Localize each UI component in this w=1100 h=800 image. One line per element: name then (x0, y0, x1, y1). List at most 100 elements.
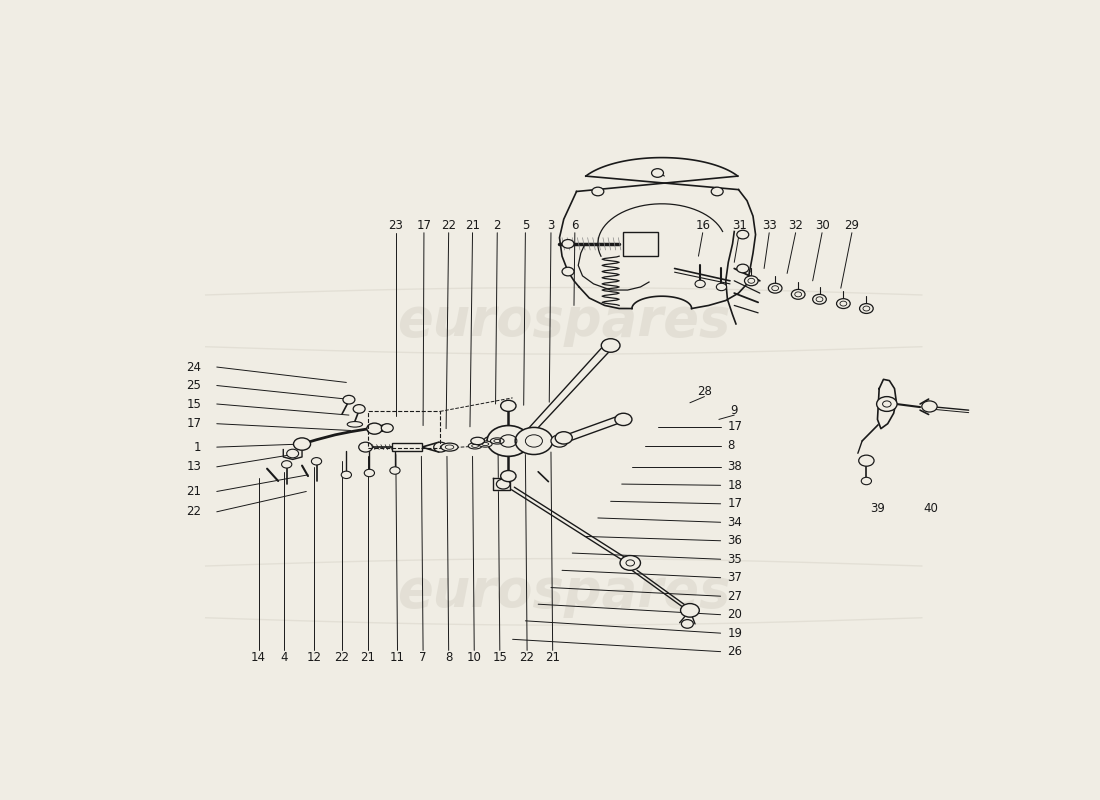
Text: 21: 21 (360, 651, 375, 664)
Text: 22: 22 (519, 651, 535, 664)
Circle shape (592, 187, 604, 196)
Text: 15: 15 (187, 398, 201, 410)
Polygon shape (878, 379, 896, 429)
Text: 6: 6 (571, 219, 579, 232)
Circle shape (562, 239, 574, 248)
Circle shape (861, 478, 871, 485)
Text: 24: 24 (186, 361, 201, 374)
Circle shape (877, 397, 898, 411)
Text: 40: 40 (923, 502, 938, 515)
Circle shape (813, 294, 826, 304)
Text: 32: 32 (789, 219, 803, 232)
Text: 1: 1 (194, 441, 201, 454)
Text: 5: 5 (521, 219, 529, 232)
Text: 8: 8 (727, 439, 735, 452)
Text: 17: 17 (417, 219, 431, 232)
Text: 16: 16 (695, 219, 711, 232)
Text: 7: 7 (419, 651, 427, 664)
Ellipse shape (491, 438, 504, 444)
Circle shape (859, 303, 873, 314)
Circle shape (716, 283, 727, 290)
Text: 35: 35 (727, 553, 742, 566)
Ellipse shape (348, 422, 363, 427)
Polygon shape (493, 478, 510, 490)
Text: 19: 19 (727, 626, 742, 640)
Ellipse shape (441, 443, 458, 451)
Text: eurospares: eurospares (397, 566, 730, 618)
Text: 31: 31 (732, 219, 747, 232)
Circle shape (681, 619, 693, 628)
Circle shape (364, 470, 374, 477)
Circle shape (353, 405, 365, 414)
Circle shape (791, 290, 805, 299)
Text: 14: 14 (251, 651, 266, 664)
Text: 8: 8 (446, 651, 452, 664)
Text: 4: 4 (280, 651, 288, 664)
Text: 11: 11 (390, 651, 405, 664)
Circle shape (602, 338, 620, 352)
Text: 33: 33 (762, 219, 777, 232)
Text: 28: 28 (697, 385, 712, 398)
Circle shape (651, 169, 663, 178)
Text: 30: 30 (815, 219, 829, 232)
Text: 25: 25 (187, 379, 201, 392)
Circle shape (433, 442, 448, 452)
Text: 37: 37 (727, 571, 742, 584)
Circle shape (737, 264, 749, 273)
Circle shape (366, 423, 382, 434)
Text: 17: 17 (186, 418, 201, 430)
Text: 15: 15 (493, 651, 507, 664)
Circle shape (620, 555, 640, 570)
Text: 22: 22 (441, 219, 456, 232)
Circle shape (382, 424, 394, 432)
Circle shape (768, 283, 782, 293)
Circle shape (745, 276, 758, 286)
Text: 17: 17 (727, 420, 742, 434)
Circle shape (294, 438, 310, 450)
Circle shape (922, 401, 937, 412)
Circle shape (556, 432, 572, 444)
Circle shape (695, 280, 705, 287)
Circle shape (500, 470, 516, 482)
Text: 22: 22 (186, 506, 201, 518)
Ellipse shape (471, 438, 484, 445)
Ellipse shape (495, 434, 521, 448)
Text: 12: 12 (307, 651, 321, 664)
Circle shape (359, 442, 373, 452)
Circle shape (515, 427, 552, 454)
Circle shape (389, 467, 400, 474)
Text: 22: 22 (334, 651, 350, 664)
Text: 27: 27 (727, 590, 742, 602)
Circle shape (836, 298, 850, 309)
Circle shape (712, 187, 723, 196)
Text: 21: 21 (546, 651, 560, 664)
Text: 36: 36 (727, 534, 742, 547)
Circle shape (487, 426, 530, 456)
Bar (624, 232, 658, 255)
Text: 39: 39 (870, 502, 884, 515)
Circle shape (615, 414, 631, 426)
Text: 10: 10 (466, 651, 482, 664)
Circle shape (859, 455, 874, 466)
Ellipse shape (484, 436, 503, 446)
Circle shape (737, 230, 749, 239)
Circle shape (551, 434, 568, 447)
Text: 18: 18 (727, 479, 742, 492)
Text: 13: 13 (187, 460, 201, 474)
Text: 3: 3 (548, 219, 554, 232)
Circle shape (500, 400, 516, 411)
Bar (367, 411, 440, 448)
Text: 9: 9 (730, 404, 738, 417)
Circle shape (562, 267, 574, 276)
Text: 23: 23 (388, 219, 404, 232)
Circle shape (343, 395, 355, 404)
Text: 26: 26 (727, 645, 742, 658)
Text: eurospares: eurospares (397, 295, 730, 347)
Bar (392, 443, 421, 451)
Text: 20: 20 (727, 608, 742, 621)
Circle shape (311, 458, 321, 465)
Text: 17: 17 (727, 498, 742, 510)
Text: 38: 38 (727, 460, 742, 474)
Circle shape (341, 471, 352, 478)
Text: 29: 29 (845, 219, 859, 232)
